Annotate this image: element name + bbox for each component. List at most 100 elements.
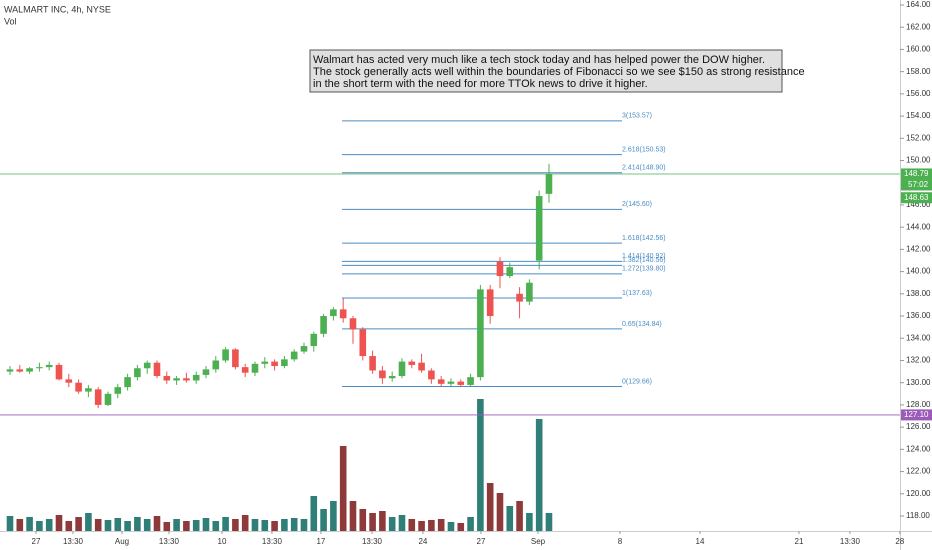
volume-bar xyxy=(467,517,474,531)
y-tick-label: 118.00 xyxy=(906,511,930,520)
candle-body xyxy=(183,378,190,381)
annotation-line: The stock generally acts well within the… xyxy=(313,66,805,78)
volume-bar xyxy=(428,520,435,531)
volume-bar xyxy=(300,519,308,531)
candle-body xyxy=(339,309,347,319)
fib-label: 2.618(150.53) xyxy=(622,146,666,153)
price-badge xyxy=(901,168,932,180)
volume-bar xyxy=(202,518,210,531)
annotation-line: in the short term with the need for more… xyxy=(313,78,648,90)
volume-bar xyxy=(486,483,494,531)
candle-body xyxy=(290,351,298,360)
y-tick-label: 138.00 xyxy=(906,289,931,298)
candle-body xyxy=(212,360,220,370)
volume-bar xyxy=(281,519,288,531)
x-tick-label: 21 xyxy=(795,537,804,546)
candle-body xyxy=(163,376,171,381)
volume-bar xyxy=(437,519,445,531)
candle-body xyxy=(271,361,278,367)
volume-bar xyxy=(535,419,543,531)
volume-bar xyxy=(398,515,406,531)
y-tick-label: 144.00 xyxy=(906,222,931,231)
candle-body xyxy=(506,267,514,277)
candle-body xyxy=(300,346,308,352)
y-tick-label: 120.00 xyxy=(906,489,931,498)
volume-bar xyxy=(232,519,239,531)
volume-bar xyxy=(545,513,553,531)
volume-bar xyxy=(261,520,269,531)
volume-bar xyxy=(104,520,112,531)
candle-body xyxy=(379,370,386,379)
volume-bar xyxy=(85,513,92,531)
volume-bar xyxy=(369,513,376,531)
volume-bar xyxy=(134,517,141,531)
y-tick-label: 122.00 xyxy=(906,467,931,476)
plot: 3(153.57) 2.618(150.53) 2.414(148.90) 2(145… xyxy=(6,113,666,531)
volume-bar xyxy=(251,519,259,531)
candle-body xyxy=(535,196,543,261)
y-tick-label: 158.00 xyxy=(906,67,931,76)
volume-label: Vol xyxy=(4,16,17,26)
x-tick-label: 13:30 xyxy=(262,537,283,546)
countdown-badge xyxy=(901,179,932,191)
volume-bar xyxy=(153,516,161,531)
candle-body xyxy=(232,349,239,368)
volume-bar xyxy=(290,518,298,531)
candle-body xyxy=(545,173,553,194)
fib-label: 1.272(139.80) xyxy=(622,266,666,273)
x-tick-label: 28 xyxy=(895,537,904,546)
price-badge-label: 148.79 xyxy=(904,169,929,178)
volume-bar xyxy=(222,517,229,531)
volume-bar xyxy=(457,523,465,531)
volume-bar xyxy=(241,515,249,531)
price-badge xyxy=(901,192,932,204)
y-tick-label: 134.00 xyxy=(906,333,931,342)
x-tick-label: 14 xyxy=(696,537,705,546)
volume-bar xyxy=(320,509,327,531)
candle-body xyxy=(437,379,445,384)
volume-bar xyxy=(349,501,357,531)
candle-body xyxy=(516,293,523,302)
y-tick-label: 136.00 xyxy=(906,311,931,320)
price-badge-label: 127.10 xyxy=(904,410,929,419)
volume-bar xyxy=(408,519,416,531)
volume-bar xyxy=(516,501,523,531)
candle-body xyxy=(447,381,455,384)
fib-label: 0(129.66) xyxy=(622,378,652,385)
volume-bar xyxy=(271,521,278,531)
fib-label: 3(153.57) xyxy=(622,113,652,120)
candle-body xyxy=(202,369,210,375)
volume-bar xyxy=(163,522,171,531)
candle-body xyxy=(104,393,112,405)
fib-label: 2.414(148.90) xyxy=(622,165,666,172)
candle-body xyxy=(477,289,484,378)
fib-label: 1.618(142.56) xyxy=(622,235,666,242)
x-tick-label: Aug xyxy=(115,537,129,546)
x-tick-label: 27 xyxy=(32,537,41,546)
candle-body xyxy=(85,388,92,392)
y-tick-label: 124.00 xyxy=(906,444,931,453)
y-tick-label: 150.00 xyxy=(906,156,931,165)
x-tick-label: 27 xyxy=(477,537,486,546)
candle-body xyxy=(428,370,435,380)
volume-bar xyxy=(379,511,386,531)
y-tick-label: 130.00 xyxy=(906,378,931,387)
x-tick-label: 13:30 xyxy=(840,537,861,546)
volume-bar xyxy=(212,521,220,531)
volume-bar xyxy=(65,521,73,531)
candle-body xyxy=(349,318,357,330)
candle-body xyxy=(369,356,376,371)
y-tick-label: 128.00 xyxy=(906,400,931,409)
candle-body xyxy=(388,376,396,379)
fib-label: 0.65(134.84) xyxy=(622,321,662,328)
candle-body xyxy=(418,362,425,371)
y-tick-label: 154.00 xyxy=(906,111,931,120)
candle-body xyxy=(55,364,63,380)
y-tick-label: 162.00 xyxy=(906,22,931,31)
volume-bar xyxy=(114,518,122,531)
annotation-line: Walmart has acted very much like a tech … xyxy=(313,54,765,66)
candle-body xyxy=(192,374,200,381)
volume-bar xyxy=(183,521,190,531)
countdown-label: 57:02 xyxy=(908,180,929,189)
chart-title: WALMART INC, 4h, NYSE xyxy=(4,4,111,14)
